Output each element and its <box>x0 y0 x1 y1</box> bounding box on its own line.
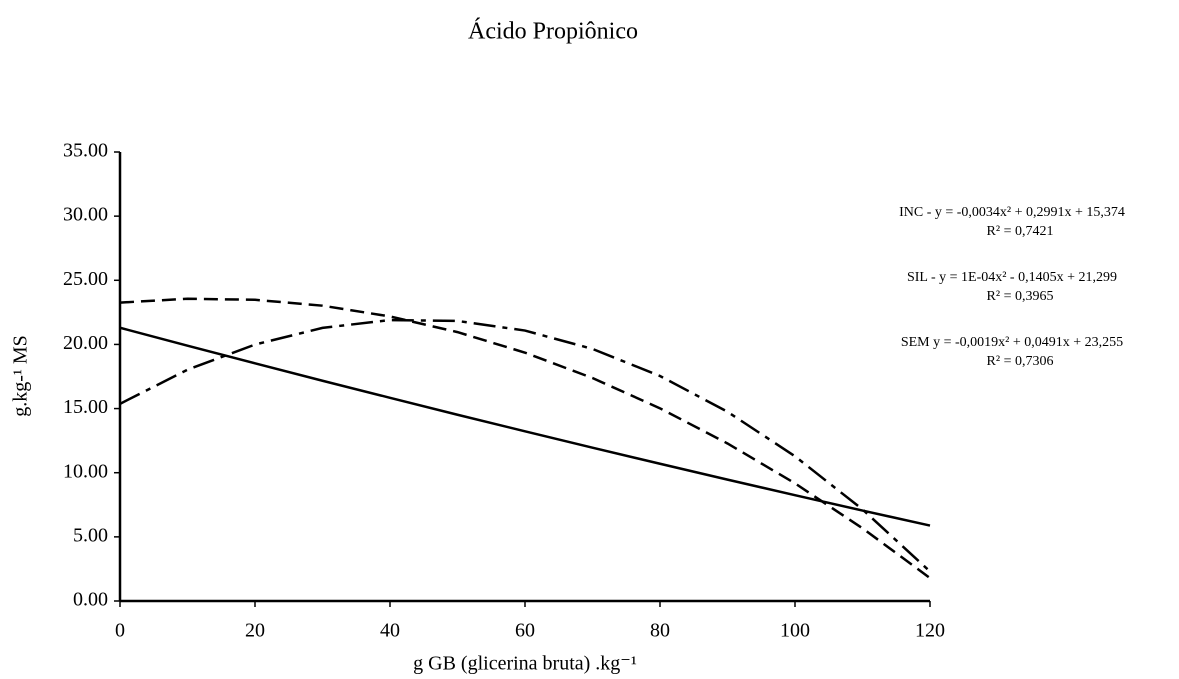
x-tick-label: 100 <box>780 620 810 642</box>
r-squared: R² = 0,3965 <box>987 289 1054 304</box>
x-tick-label: 20 <box>245 620 265 642</box>
line-series <box>119 326 931 527</box>
x-tick-label: 0 <box>115 620 125 642</box>
y-tick-label: 10.00 <box>63 460 108 482</box>
x-tick-label: 80 <box>650 620 670 642</box>
chart-title: Ácido Propiônico <box>468 19 638 45</box>
equation: SEM y = -0,0019x² + 0,0491x + 23,255 <box>901 335 1123 350</box>
y-tick-label: 15.00 <box>63 396 108 418</box>
y-tick-label: 0.00 <box>73 589 108 611</box>
equation: INC - y = -0,0034x² + 0,2991x + 15,374 <box>899 205 1125 220</box>
y-tick-label: 35.00 <box>63 140 108 162</box>
x-tick-label: 60 <box>515 620 535 642</box>
equation: SIL - y = 1E-04x² - 0,1405x + 21,299 <box>907 270 1117 285</box>
x-tick-label: 40 <box>380 620 400 642</box>
x-axis-label: g GB (glicerina bruta) .kg⁻¹ <box>413 653 637 675</box>
x-tick-label: 120 <box>915 620 945 642</box>
y-tick-label: 5.00 <box>73 524 108 546</box>
y-axis-label: g.kg-¹ MS <box>10 335 32 417</box>
line-series <box>119 318 931 573</box>
r-squared: R² = 0,7421 <box>987 224 1054 239</box>
y-tick-label: 30.00 <box>63 204 108 226</box>
r-squared: R² = 0,7306 <box>987 354 1054 369</box>
line-series <box>119 297 931 580</box>
y-tick-label: 20.00 <box>63 332 108 354</box>
y-tick-label: 25.00 <box>63 268 108 290</box>
